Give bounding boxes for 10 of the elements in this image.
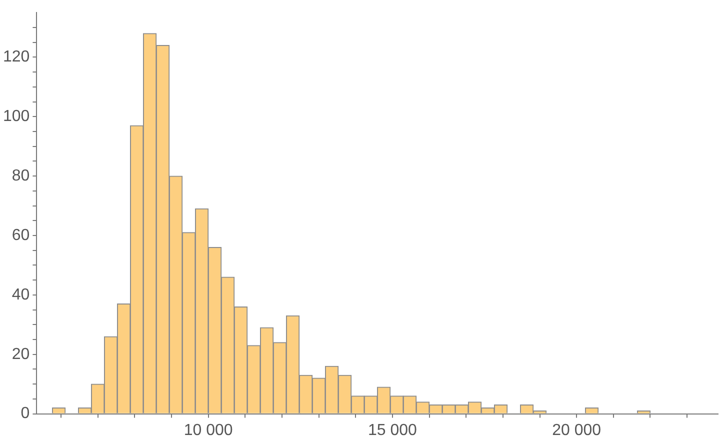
y-tick-label: 40 [12, 286, 30, 304]
x-tick-label: 15 000 [368, 422, 418, 439]
x-tick-label: 10 000 [184, 422, 233, 439]
y-tick-label: 60 [12, 226, 30, 244]
y-tick-label: 80 [12, 167, 30, 184]
x-tick-label: 20 000 [552, 422, 602, 439]
y-tick-label: 100 [2, 108, 30, 126]
y-tick-label: 0 [20, 405, 30, 422]
y-tick-label: 20 [12, 346, 30, 363]
y-tick-label: 120 [2, 48, 30, 66]
